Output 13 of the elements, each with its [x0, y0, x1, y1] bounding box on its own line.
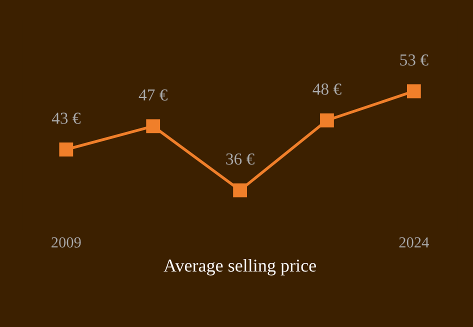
data-label: 48 €	[312, 84, 342, 95]
data-label: 36 €	[226, 153, 254, 165]
point	[320, 113, 334, 128]
x-tick-label: 2009	[52, 237, 81, 248]
data-label: 43 €	[52, 112, 81, 124]
point	[146, 119, 160, 134]
x-tick-label: 2024	[399, 237, 429, 248]
point	[406, 84, 421, 98]
x-axis-title: Average selling price	[164, 259, 316, 276]
data-label: 53 €	[400, 54, 428, 66]
point	[59, 142, 74, 156]
point	[233, 183, 247, 198]
data-label: 47 €	[138, 89, 168, 101]
